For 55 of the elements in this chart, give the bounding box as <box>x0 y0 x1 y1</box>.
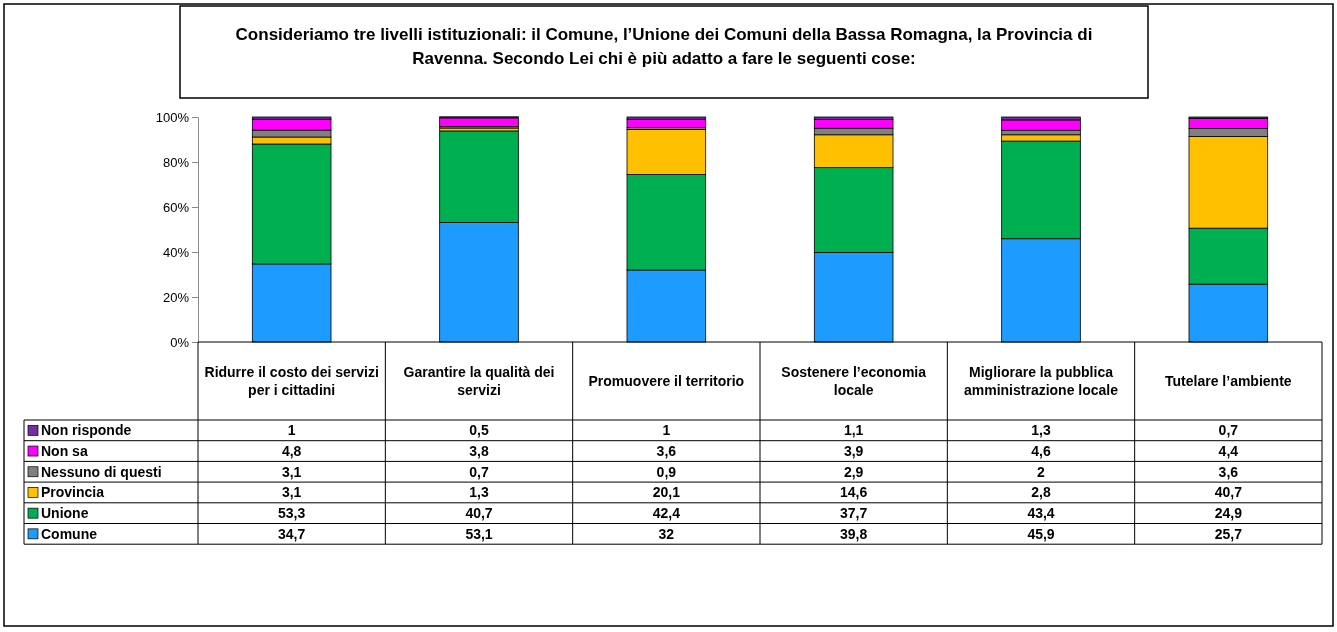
data-label: 3,1 <box>281 463 302 480</box>
data-label: 0,7 <box>1218 422 1239 439</box>
y-tick-label: 20% <box>162 289 190 305</box>
data-label: 3,6 <box>1218 463 1239 480</box>
data-label: 0,5 <box>469 422 489 439</box>
y-tick-label: 60% <box>162 199 190 215</box>
x-tick-label: Garantire la qualità dei servizi <box>403 364 555 398</box>
data-label: 1,1 <box>843 422 864 439</box>
data-label: 45,9 <box>1027 525 1055 542</box>
data-label: 37,7 <box>840 505 868 522</box>
data-label: 3,9 <box>843 443 864 460</box>
legend-label: Unione <box>41 505 89 522</box>
data-label: 0,7 <box>469 463 489 480</box>
data-label: 0,9 <box>656 463 677 480</box>
data-label: 20,1 <box>652 484 681 501</box>
data-label: 3,6 <box>656 443 677 460</box>
data-label: 25,7 <box>1214 525 1243 542</box>
data-label: 1 <box>662 422 671 439</box>
legend-label: Nessuno di questi <box>41 463 162 480</box>
data-label: 2,8 <box>1031 484 1051 501</box>
y-tick-label: 100% <box>155 109 190 125</box>
legend-label: Comune <box>41 525 98 542</box>
data-label: 32 <box>658 525 675 542</box>
x-tick-label: Migliorare la pubblica amministrazione locale <box>963 364 1119 398</box>
chart-title: Consideriamo tre livelli istituzionali: il Comune, l’Unione dei Comuni della Bassa Romagna, la Provincia di Ravenna. Secondo Lei chi è più adatto a fare le seguenti cose: <box>235 25 1093 68</box>
data-label: 3,8 <box>469 443 489 460</box>
data-label: 2,9 <box>843 463 864 480</box>
x-tick-label: Promuovere il territorio <box>588 373 745 389</box>
y-tick-label: 80% <box>162 154 190 170</box>
data-label: 3,1 <box>281 484 302 501</box>
x-tick-label: Sostenere l’economia locale <box>781 364 927 398</box>
data-label: 53,1 <box>465 525 493 542</box>
data-label: 43,4 <box>1027 505 1055 522</box>
data-label: 2 <box>1037 463 1046 480</box>
data-label: 1,3 <box>1031 422 1051 439</box>
x-tick-label: Tutelare l’ambiente <box>1165 373 1292 389</box>
data-label: 24,9 <box>1214 505 1243 522</box>
data-label: 53,3 <box>278 505 306 522</box>
legend-label: Non risponde <box>41 422 132 439</box>
legend-label: Non sa <box>41 443 88 460</box>
y-tick-label: 0% <box>170 334 190 350</box>
data-label: 4,4 <box>1218 443 1239 460</box>
data-label: 4,6 <box>1031 443 1051 460</box>
data-label: 40,7 <box>1214 484 1243 501</box>
y-tick-label: 40% <box>162 244 190 260</box>
data-label: 1,3 <box>469 484 489 501</box>
data-label: 14,6 <box>840 484 868 501</box>
x-tick-label: Ridurre il costo dei servizi per i cittadini <box>204 364 379 398</box>
data-label: 1 <box>287 422 296 439</box>
data-label: 4,8 <box>281 443 302 460</box>
data-label: 39,8 <box>840 525 868 542</box>
data-label: 34,7 <box>278 525 306 542</box>
data-label: 40,7 <box>465 505 493 522</box>
legend-label: Provincia <box>41 484 105 501</box>
data-label: 42,4 <box>652 505 681 522</box>
